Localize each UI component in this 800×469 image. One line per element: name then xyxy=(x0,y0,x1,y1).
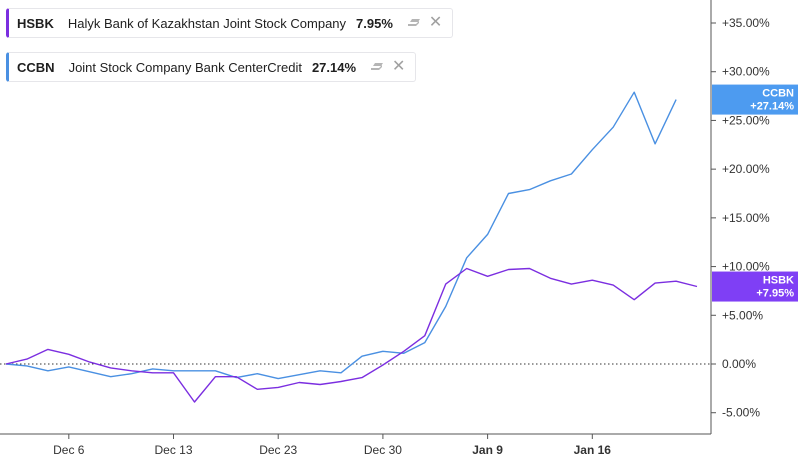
value-tag-hsbk: HSBK+7.95% xyxy=(712,271,798,302)
value-tag-value: +7.95% xyxy=(756,288,794,300)
y-tick-label: +10.00% xyxy=(722,260,770,274)
value-tag-value: +27.14% xyxy=(750,101,794,113)
legend-change: 7.95% xyxy=(356,15,393,31)
bank-icon[interactable] xyxy=(407,17,421,29)
value-tag-bg xyxy=(712,84,798,115)
y-axis: +35.00% +30.00% +25.00% +20.00% +15.00% +10.0… xyxy=(711,16,770,420)
x-tick-label: Dec 13 xyxy=(154,443,192,457)
legend-symbol: CCBN xyxy=(17,59,55,75)
legend-company-name: Joint Stock Company Bank CenterCredit xyxy=(68,59,302,75)
x-tick-label: Jan 9 xyxy=(472,443,503,457)
y-tick-label: +35.00% xyxy=(722,16,770,30)
y-tick-label: +30.00% xyxy=(722,65,770,79)
y-tick-label: 0.00% xyxy=(722,357,756,371)
y-tick-label: +5.00% xyxy=(722,308,763,322)
series-line-ccbn xyxy=(5,91,677,380)
x-tick-label: Dec 6 xyxy=(53,443,85,457)
x-tick-label: Dec 30 xyxy=(364,443,402,457)
legend-item-hsbk: HSBK Halyk Bank of Kazakhstan Joint Stoc… xyxy=(6,8,454,38)
y-tick-label: +25.00% xyxy=(722,113,770,127)
close-icon[interactable]: ✕ xyxy=(428,14,443,31)
legend-item-ccbn: CCBN Joint Stock Company Bank CenterCred… xyxy=(6,52,417,82)
y-tick-label: +15.00% xyxy=(722,211,770,225)
value-tags: CCBN+27.14% HSBK+7.95% xyxy=(712,84,798,302)
value-tag-symbol: CCBN xyxy=(762,88,794,100)
x-tick-label: Dec 23 xyxy=(259,443,297,457)
series-layer xyxy=(5,91,698,403)
legend-symbol: HSBK xyxy=(17,15,54,31)
y-tick-label: +20.00% xyxy=(722,162,770,176)
bank-icon[interactable] xyxy=(370,61,384,73)
legend-company-name: Halyk Bank of Kazakhstan Joint Stock Com… xyxy=(67,15,347,31)
x-tick-label: Jan 16 xyxy=(574,443,612,457)
x-axis: Dec 6 Dec 13 Dec 23 Dec 30 Jan 9 Jan 16 xyxy=(53,434,611,457)
value-tag-symbol: HSBK xyxy=(763,275,794,287)
value-tag-bg xyxy=(712,271,798,302)
close-icon[interactable]: ✕ xyxy=(392,58,406,75)
value-tag-ccbn: CCBN+27.14% xyxy=(712,84,798,115)
y-tick-label: -5.00% xyxy=(722,406,760,420)
series-line-hsbk xyxy=(5,267,698,403)
legend-change: 27.14% xyxy=(311,59,357,75)
